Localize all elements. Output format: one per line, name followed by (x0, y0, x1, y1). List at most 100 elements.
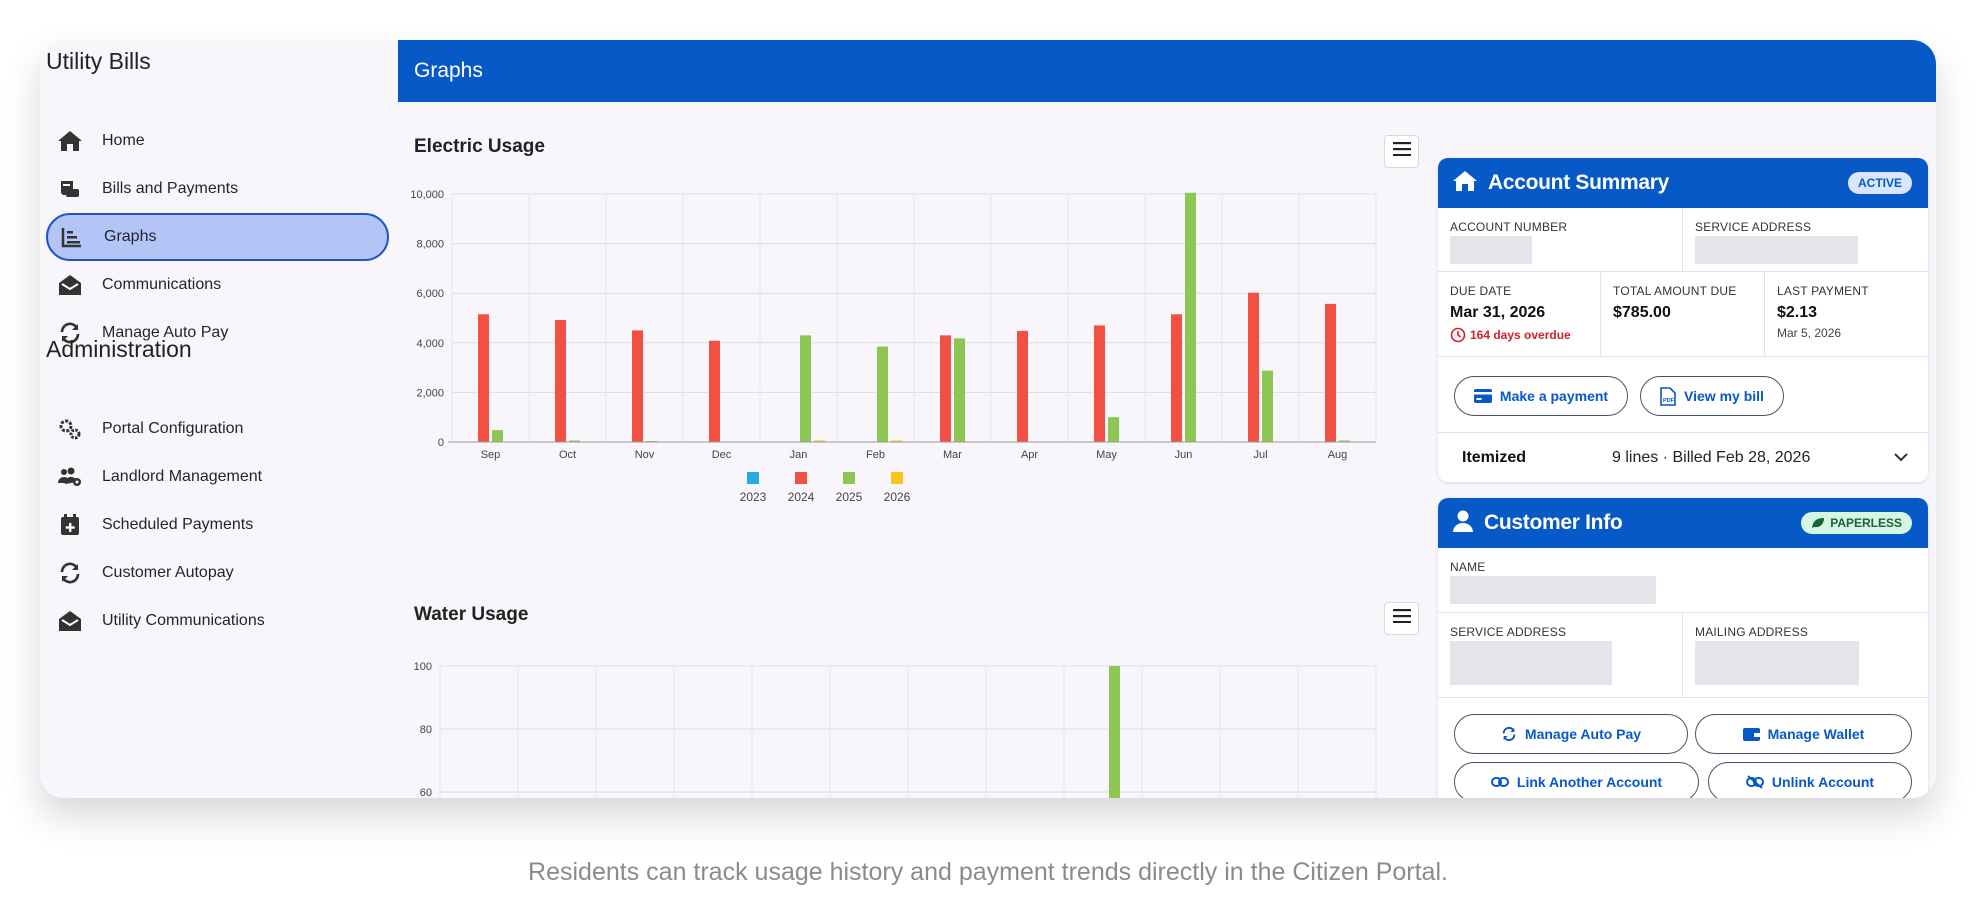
service-address-label: SERVICE ADDRESS (1695, 220, 1812, 234)
svg-text:PDF: PDF (1663, 398, 1675, 404)
unlink-account-button[interactable]: Unlink Account (1708, 762, 1912, 798)
home-icon (54, 125, 86, 157)
account-number-label: ACCOUNT NUMBER (1450, 220, 1568, 234)
last-payment-value: $2.13 (1777, 304, 1818, 321)
x-tick-label: Oct (559, 449, 576, 461)
sidebar-item-portal-configuration[interactable]: Portal Configuration (46, 405, 389, 453)
legend-swatch-2026[interactable] (891, 472, 903, 484)
manage-auto-pay-button[interactable]: Manage Auto Pay (1454, 714, 1688, 754)
bar-2025-feb[interactable] (877, 346, 888, 442)
customer-service-address-cell: SERVICE ADDRESS (1438, 613, 1683, 698)
caption: Residents can track usage history and pa… (528, 858, 1448, 886)
total-due-value: $785.00 (1613, 304, 1671, 321)
legend-swatch-2024[interactable] (795, 472, 807, 484)
x-tick-label: May (1096, 449, 1117, 461)
name-redacted (1450, 576, 1656, 604)
legend-swatch-2023[interactable] (747, 472, 759, 484)
legend-label-2025[interactable]: 2025 (836, 490, 863, 504)
name-cell: NAME (1438, 548, 1928, 613)
total-due-cell: TOTAL AMOUNT DUE $785.00 (1601, 272, 1765, 357)
legend-label-2024[interactable]: 2024 (788, 490, 815, 504)
legend-label-2026[interactable]: 2026 (884, 490, 911, 504)
sidebar-item-label: Home (102, 132, 145, 149)
y-tick-label: 60 (420, 787, 432, 798)
sidebar-item-graphs[interactable]: Graphs (46, 213, 389, 261)
customer-service-address-redacted (1450, 641, 1612, 685)
bar-2024-dec[interactable] (709, 340, 720, 442)
users-gear-icon (54, 461, 86, 493)
bar-2024-aug[interactable] (1325, 303, 1336, 442)
customer-service-address-label: SERVICE ADDRESS (1450, 625, 1567, 639)
mailing-address-cell: MAILING ADDRESS (1683, 613, 1928, 698)
leaf-icon (1812, 518, 1825, 528)
bar-2024-apr[interactable] (1017, 330, 1028, 442)
sidebar-item-customer-autopay[interactable]: Customer Autopay (46, 549, 389, 597)
overdue-indicator: 164 days overdue (1450, 327, 1588, 343)
bar-2025-aug[interactable] (1339, 440, 1350, 442)
user-icon (1452, 509, 1474, 538)
bar-2025-mar[interactable] (954, 338, 965, 442)
bar-2024-jul[interactable] (1248, 292, 1259, 442)
unlink-account-label: Unlink Account (1771, 774, 1875, 790)
bar-2026-feb[interactable] (891, 440, 902, 442)
bar-2025-may[interactable] (1109, 666, 1120, 798)
sidebar-item-label: Scheduled Payments (102, 516, 254, 533)
sidebar-item-bills-and-payments[interactable]: Bills and Payments (46, 165, 389, 213)
sidebar-item-utility-communications[interactable]: Utility Communications (46, 597, 389, 645)
y-tick-label: 10,000 (410, 189, 444, 201)
section-title-utility-bills: Utility Bills (46, 48, 151, 74)
bar-2024-jun[interactable] (1171, 314, 1182, 442)
sidebar-item-home[interactable]: Home (46, 117, 389, 165)
bar-2025-sep[interactable] (492, 430, 503, 442)
itemized-expander[interactable]: Itemized 9 lines · Billed Feb 28, 2026 (1438, 433, 1928, 482)
bar-2024-oct[interactable] (555, 319, 566, 442)
water-chart-menu-button[interactable] (1384, 602, 1419, 635)
x-tick-label: Jun (1175, 449, 1193, 461)
bar-2025-may[interactable] (1108, 417, 1119, 442)
clock-icon (1450, 327, 1466, 343)
sidebar-item-scheduled-payments[interactable]: Scheduled Payments (46, 501, 389, 549)
sidebar-item-label: Manage Auto Pay (102, 324, 229, 341)
make-payment-label: Make a payment (1499, 388, 1609, 404)
bar-2025-jun[interactable] (1185, 192, 1196, 442)
bar-chart-icon (56, 221, 88, 253)
legend-label-2023[interactable]: 2023 (740, 490, 767, 504)
itemized-summary: 9 lines · Billed Feb 28, 2026 (1612, 448, 1811, 466)
bar-2025-jul[interactable] (1262, 370, 1273, 442)
sidebar-item-label: Communications (102, 276, 222, 293)
make-payment-button[interactable]: Make a payment (1454, 376, 1628, 416)
sidebar-item-label: Landlord Management (102, 468, 263, 485)
sidebar-item-communications[interactable]: Communications (46, 261, 389, 309)
manage-wallet-button[interactable]: Manage Wallet (1695, 714, 1912, 754)
receipt-icon (54, 173, 86, 205)
account-summary-card: Account Summary ACTIVE ACCOUNT NUMBER SE… (1438, 158, 1928, 482)
view-bill-button[interactable]: PDF View my bill (1640, 376, 1784, 416)
bar-2025-jan[interactable] (800, 335, 811, 442)
legend-swatch-2025[interactable] (843, 472, 855, 484)
sidebar-item-manage-auto-pay[interactable]: Manage Auto Pay (46, 309, 389, 357)
divider (1438, 432, 1928, 433)
x-tick-label: Aug (1328, 449, 1348, 461)
refresh-icon (54, 557, 86, 589)
manage-wallet-label: Manage Wallet (1767, 726, 1865, 742)
bar-2024-may[interactable] (1094, 325, 1105, 442)
sidebar-item-landlord-management[interactable]: Landlord Management (46, 453, 389, 501)
calendar-plus-icon (54, 509, 86, 541)
section-title-administration: Administration (46, 336, 192, 362)
sidebar-item-label: Customer Autopay (102, 564, 234, 581)
unlink-icon (1745, 775, 1764, 789)
bar-2026-jan[interactable] (814, 440, 825, 442)
home-icon (1452, 169, 1478, 198)
bar-2024-nov[interactable] (632, 330, 643, 442)
bar-2024-sep[interactable] (478, 314, 489, 442)
account-number-redacted (1450, 236, 1532, 264)
bar-2024-mar[interactable] (940, 335, 951, 442)
overdue-text: 164 days overdue (1470, 328, 1571, 342)
page-title: Graphs (414, 59, 483, 82)
link-another-account-label: Link Another Account (1516, 774, 1663, 790)
bar-2025-oct[interactable] (569, 440, 580, 442)
sidebar-item-label: Bills and Payments (102, 180, 239, 197)
service-address-redacted (1695, 236, 1858, 264)
electric-chart-menu-button[interactable] (1384, 135, 1419, 168)
link-another-account-button[interactable]: Link Another Account (1454, 762, 1699, 798)
